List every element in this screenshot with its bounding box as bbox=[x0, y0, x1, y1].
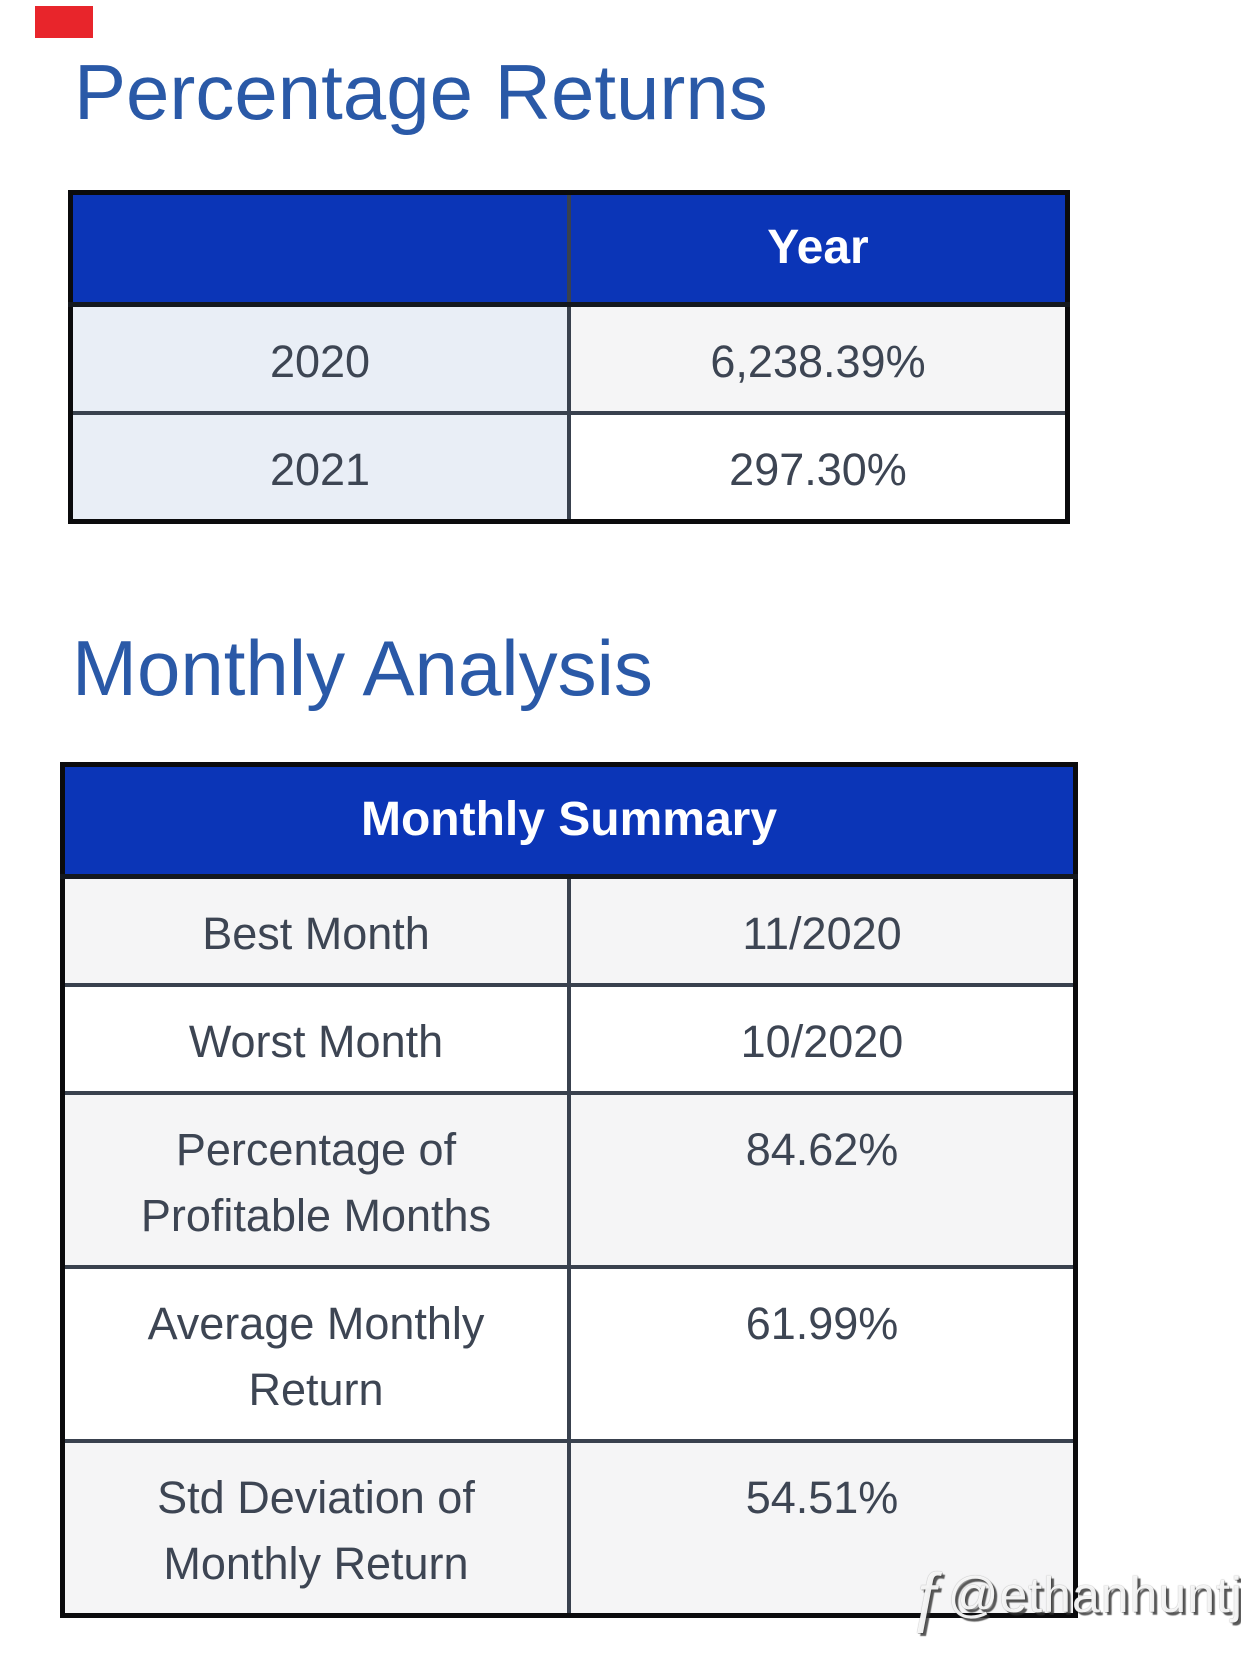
stat-value: 10/2020 bbox=[567, 982, 1078, 1095]
watermark-handle: @ethanhuntj bbox=[947, 1567, 1241, 1623]
table-row: 2020 6,238.39% bbox=[68, 302, 1070, 415]
table-row: Worst Month 10/2020 bbox=[60, 982, 1078, 1095]
stat-value: 61.99% bbox=[567, 1264, 1078, 1443]
monthly-table-header: Monthly Summary bbox=[60, 762, 1078, 879]
stat-label: Worst Month bbox=[60, 982, 571, 1095]
stat-label: Percentage of Profitable Months bbox=[60, 1090, 571, 1269]
monthly-summary-header-cell: Monthly Summary bbox=[60, 762, 1078, 879]
percentage-returns-table: Year 2020 6,238.39% 2021 297.30% bbox=[68, 189, 1070, 524]
section-title-percentage-returns: Percentage Returns bbox=[74, 48, 768, 136]
monthly-summary-table: Monthly Summary Best Month 11/2020 Worst… bbox=[60, 761, 1078, 1618]
table-row: 2021 297.30% bbox=[68, 410, 1070, 524]
watermark: ƒ@ethanhuntj bbox=[908, 1562, 1241, 1628]
returns-header-row: Year bbox=[68, 190, 1070, 307]
year-label: 2020 bbox=[68, 302, 571, 415]
stat-label: Average Monthly Return bbox=[60, 1264, 571, 1443]
year-label: 2021 bbox=[68, 410, 571, 524]
returns-header-year-cell: Year bbox=[567, 190, 1070, 307]
stat-label: Std Deviation of Monthly Return bbox=[60, 1438, 571, 1618]
returns-table-header: Year bbox=[68, 190, 1070, 307]
table-row: Best Month 11/2020 bbox=[60, 874, 1078, 987]
stat-value: 54.51% bbox=[567, 1438, 1078, 1618]
stat-label: Best Month bbox=[60, 874, 571, 987]
year-return-value: 297.30% bbox=[567, 410, 1070, 524]
stat-value: 84.62% bbox=[567, 1090, 1078, 1269]
table-row: Average Monthly Return 61.99% bbox=[60, 1264, 1078, 1443]
stat-value: 11/2020 bbox=[567, 874, 1078, 987]
section-title-monthly-analysis: Monthly Analysis bbox=[72, 623, 653, 712]
table-row: Std Deviation of Monthly Return 54.51% bbox=[60, 1438, 1078, 1618]
red-corner-marker bbox=[35, 6, 93, 38]
returns-header-empty-cell bbox=[68, 190, 571, 307]
year-return-value: 6,238.39% bbox=[567, 302, 1070, 415]
table-row: Percentage of Profitable Months 84.62% bbox=[60, 1090, 1078, 1269]
monthly-header-row: Monthly Summary bbox=[60, 762, 1078, 879]
watermark-logo-icon: ƒ bbox=[908, 1558, 946, 1632]
